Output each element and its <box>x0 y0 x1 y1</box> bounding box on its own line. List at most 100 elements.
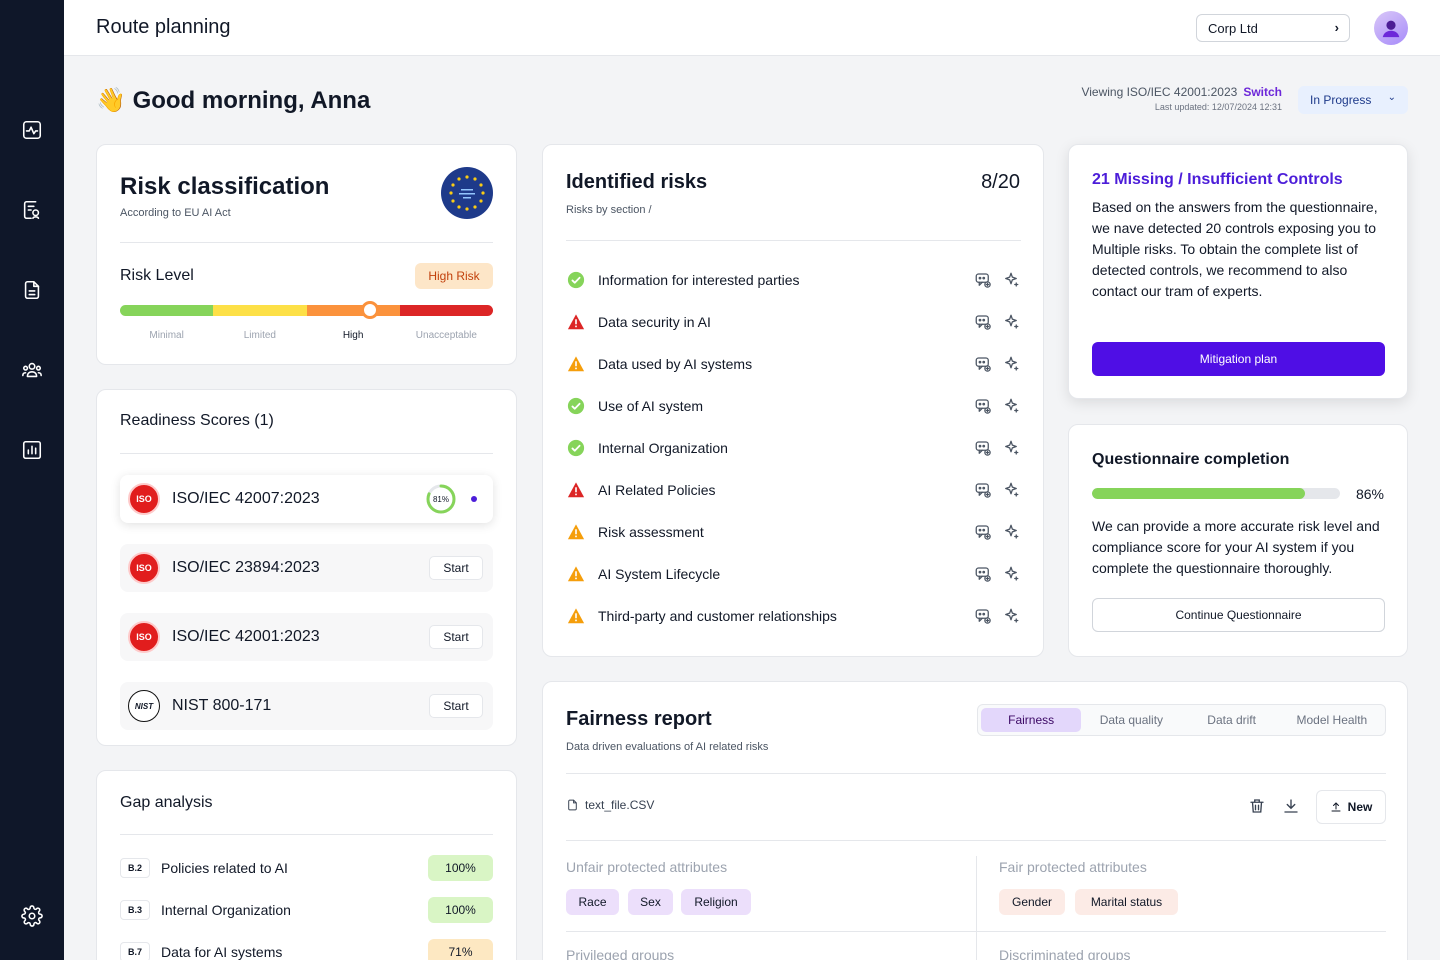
missing-controls-title: 21 Missing / Insufficient Controls <box>1092 171 1343 188</box>
risk-level-segment <box>120 305 214 316</box>
gap-item[interactable]: B.3 Internal Organization 100% <box>120 897 493 923</box>
sparkle-icon[interactable] <box>1002 397 1020 415</box>
sparkle-icon[interactable] <box>1002 313 1020 331</box>
warning-triangle-icon <box>567 607 585 625</box>
risk-level-badge: High Risk <box>415 263 493 289</box>
tab-data-quality[interactable]: Data quality <box>1099 713 1164 727</box>
gap-analysis-title: Gap analysis <box>120 794 213 811</box>
warning-triangle-icon <box>567 565 585 583</box>
eu-stars-icon <box>449 175 485 211</box>
iso-logo: ISO <box>128 621 160 653</box>
warning-triangle-icon <box>567 355 585 373</box>
risk-item[interactable]: Internal Organization <box>566 436 1021 460</box>
risk-item[interactable]: Third-party and customer relationships <box>566 604 1021 628</box>
start-button[interactable]: Start <box>429 625 483 649</box>
gap-item[interactable]: B.7 Data for AI systems 71% <box>120 939 493 960</box>
file-name: text_file.CSV <box>585 798 655 812</box>
unfair-attribute-chip: Sex <box>628 889 673 915</box>
risk-classification-subtitle: According to EU AI Act <box>120 207 231 219</box>
document-icon[interactable] <box>20 278 44 302</box>
avatar[interactable] <box>1374 11 1408 45</box>
divider <box>120 242 493 243</box>
readiness-item-name: ISO/IEC 42001:2023 <box>172 628 320 645</box>
risk-item[interactable]: Use of AI system <box>566 394 1021 418</box>
tab-data-drift[interactable]: Data drift <box>1207 713 1256 727</box>
risk-level-label: Unacceptable <box>415 330 477 341</box>
ai-chat-icon[interactable] <box>974 481 992 499</box>
risk-item[interactable]: Data security in AI <box>566 310 1021 334</box>
sparkle-icon[interactable] <box>1002 481 1020 499</box>
missing-controls-body: Based on the answers from the questionna… <box>1092 199 1378 299</box>
monitoring-icon[interactable] <box>20 118 44 142</box>
gap-code: B.2 <box>120 858 150 878</box>
risk-item[interactable]: Risk assessment <box>566 520 1021 544</box>
new-button-label: New <box>1347 800 1373 814</box>
risk-item[interactable]: Data used by AI systems <box>566 352 1021 376</box>
missing-controls-card: 21 Missing / Insufficient Controls Based… <box>1068 144 1408 399</box>
new-upload-button[interactable]: New <box>1316 790 1386 824</box>
gap-score: 71% <box>428 939 493 960</box>
fair-attribute-chip: Marital status <box>1075 889 1178 915</box>
ai-chat-icon[interactable] <box>974 607 992 625</box>
download-icon[interactable] <box>1282 797 1300 815</box>
questionnaire-title: Questionnaire completion <box>1092 451 1290 468</box>
check-circle-icon <box>567 397 585 415</box>
settings-icon[interactable] <box>20 904 44 928</box>
ai-chat-icon[interactable] <box>974 397 992 415</box>
mitigation-plan-button[interactable]: Mitigation plan <box>1092 342 1385 376</box>
wave-emoji: 👋 <box>96 87 126 114</box>
reports-icon[interactable] <box>20 438 44 462</box>
audit-icon[interactable] <box>20 198 44 222</box>
progress-value: 81% <box>432 494 449 504</box>
viewing-label: Viewing ISO/IEC 42001:2023 <box>1081 85 1238 99</box>
risk-item[interactable]: Information for interested parties <box>566 268 1021 292</box>
risk-item-label: Third-party and customer relationships <box>598 608 837 624</box>
nist-logo: NIST <box>128 690 160 722</box>
sparkle-icon[interactable] <box>1002 607 1020 625</box>
greeting: 👋 Good morning, Anna <box>96 86 370 115</box>
questionnaire-progress-fill <box>1092 488 1306 499</box>
org-select[interactable]: Corp Ltd › <box>1196 14 1350 42</box>
unfair-attribute-chip: Religion <box>681 889 751 915</box>
risk-level-labels: Minimal Limited High Unacceptable <box>120 330 493 341</box>
gap-analysis-card: Gap analysis B.2 Policies related to AI … <box>96 770 517 960</box>
sparkle-icon[interactable] <box>1002 565 1020 583</box>
tab-model-health[interactable]: Model Health <box>1296 713 1368 727</box>
ai-chat-icon[interactable] <box>974 313 992 331</box>
sparkle-icon[interactable] <box>1002 439 1020 457</box>
file-entry[interactable]: text_file.CSV <box>566 798 654 812</box>
status-select[interactable]: In Progress ⌄ <box>1298 86 1408 114</box>
ai-chat-icon[interactable] <box>974 439 992 457</box>
fairness-title: Fairness report <box>566 708 712 730</box>
tab-fairness[interactable]: Fairness <box>981 708 1082 732</box>
ai-chat-icon[interactable] <box>974 565 992 583</box>
readiness-item-iso-42007[interactable]: ISO ISO/IEC 42007:2023 81% <box>120 475 493 523</box>
team-icon[interactable] <box>20 358 44 382</box>
risk-item-label: Internal Organization <box>598 440 728 456</box>
sparkle-icon[interactable] <box>1002 271 1020 289</box>
gap-item[interactable]: B.2 Policies related to AI 100% <box>120 855 493 881</box>
continue-questionnaire-button[interactable]: Continue Questionnaire <box>1092 598 1385 632</box>
start-button[interactable]: Start <box>429 694 483 718</box>
user-icon <box>1382 20 1400 38</box>
risk-item[interactable]: AI System Lifecycle <box>566 562 1021 586</box>
privileged-groups-title: Privileged groups <box>566 947 675 960</box>
risk-classification-card: Risk classification According to EU AI A… <box>96 144 517 365</box>
ai-chat-icon[interactable] <box>974 523 992 541</box>
start-button[interactable]: Start <box>429 556 483 580</box>
readiness-item-nist: NIST NIST 800-171 Start <box>120 682 493 730</box>
risk-item-label: AI System Lifecycle <box>598 566 721 582</box>
sparkle-icon[interactable] <box>1002 355 1020 373</box>
switch-link[interactable]: Switch <box>1243 85 1282 99</box>
upload-icon <box>1331 802 1341 812</box>
file-icon <box>568 799 577 811</box>
fairness-tabs: Fairness Data quality Data drift Model H… <box>977 704 1386 736</box>
sparkle-icon[interactable] <box>1002 523 1020 541</box>
trash-icon[interactable] <box>1248 797 1266 815</box>
ai-chat-icon[interactable] <box>974 355 992 373</box>
ai-chat-icon[interactable] <box>974 271 992 289</box>
risk-item-label: AI Related Policies <box>598 482 716 498</box>
risk-item[interactable]: AI Related Policies <box>566 478 1021 502</box>
warning-triangle-icon <box>567 481 585 499</box>
risk-level-segment <box>213 305 307 316</box>
